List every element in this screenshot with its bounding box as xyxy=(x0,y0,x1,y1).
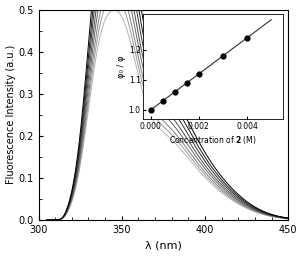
Y-axis label: Fluorescence Intensity (a.u.): Fluorescence Intensity (a.u.) xyxy=(5,45,15,184)
X-axis label: λ (nm): λ (nm) xyxy=(145,240,182,250)
